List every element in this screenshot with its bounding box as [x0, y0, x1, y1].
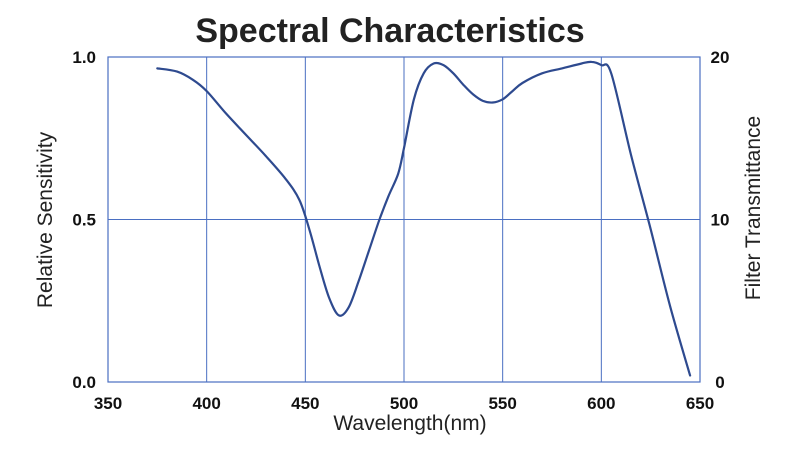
x-tick-label-4: 550 [488, 394, 516, 413]
y2-axis-label: Filter Transmittance [742, 116, 765, 300]
x-tick-label-5: 600 [587, 394, 615, 413]
y2-tick-label-0: 0 [715, 373, 724, 392]
y-tick-label-2: 1.0 [72, 48, 96, 67]
y-axis-label: Relative Sensitivity [34, 131, 57, 308]
x-tick-label-3: 500 [390, 394, 418, 413]
y2-tick-label-2: 20 [711, 48, 730, 67]
x-tick-label-6: 650 [686, 394, 714, 413]
y-tick-label-0: 0.0 [72, 373, 96, 392]
y-tick-labels: 0.0 0.5 1.0 [72, 48, 96, 392]
y2-tick-label-1: 10 [711, 211, 730, 230]
y-tick-label-1: 0.5 [72, 211, 96, 230]
gridlines [108, 57, 700, 382]
x-tick-labels: 350 400 450 500 550 600 650 [94, 394, 714, 413]
x-tick-label-0: 350 [94, 394, 122, 413]
series-line-0 [156, 60, 692, 377]
x-axis-label: Wavelength(nm) [333, 412, 486, 435]
x-tick-label-1: 400 [192, 394, 220, 413]
chart-title: Spectral Characteristics [195, 12, 584, 50]
plot-frame [107, 56, 701, 383]
x-tick-label-2: 450 [291, 394, 319, 413]
series-layer [156, 60, 692, 377]
y2-tick-labels: 0 10 20 [711, 48, 730, 392]
